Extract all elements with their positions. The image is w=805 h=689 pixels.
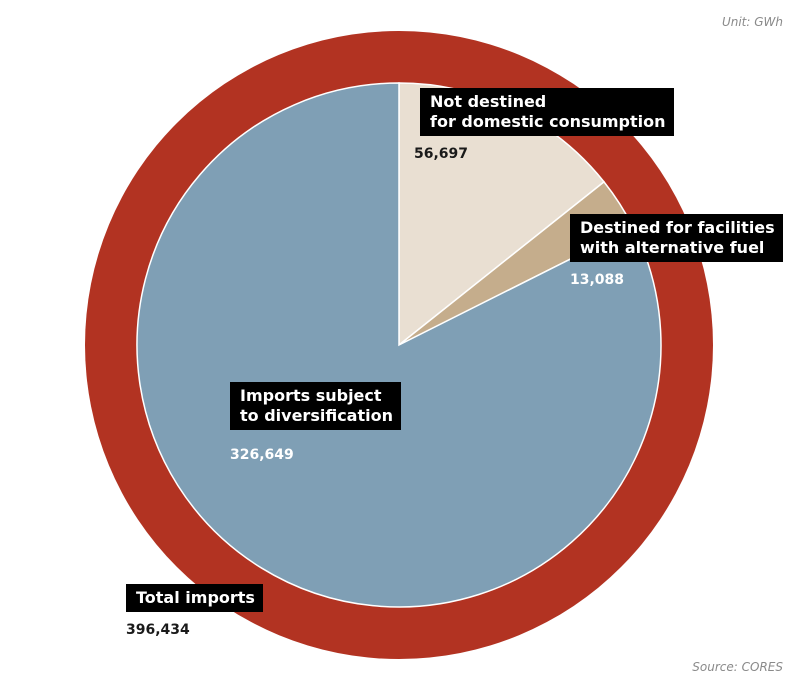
slice-value-imports-subject: 326,649 — [230, 447, 294, 463]
source-note: Source: CORES — [692, 660, 783, 674]
unit-note: Unit: GWh — [721, 15, 783, 29]
slice-label-not-destined: Not destined for domestic consumption — [420, 88, 674, 136]
slice-value-not-destined: 56,697 — [414, 146, 469, 162]
total-imports-value: 396,434 — [126, 622, 190, 638]
slice-label-alternative-fuel: Destined for facilities with alternative… — [570, 214, 783, 262]
total-imports-label: Total imports — [126, 584, 263, 612]
slice-value-alternative-fuel: 13,088 — [570, 272, 625, 288]
pie-slices — [136, 82, 662, 608]
slice-imports-subject — [136, 82, 662, 608]
slice-label-imports-subject: Imports subject to diversification — [230, 382, 401, 430]
